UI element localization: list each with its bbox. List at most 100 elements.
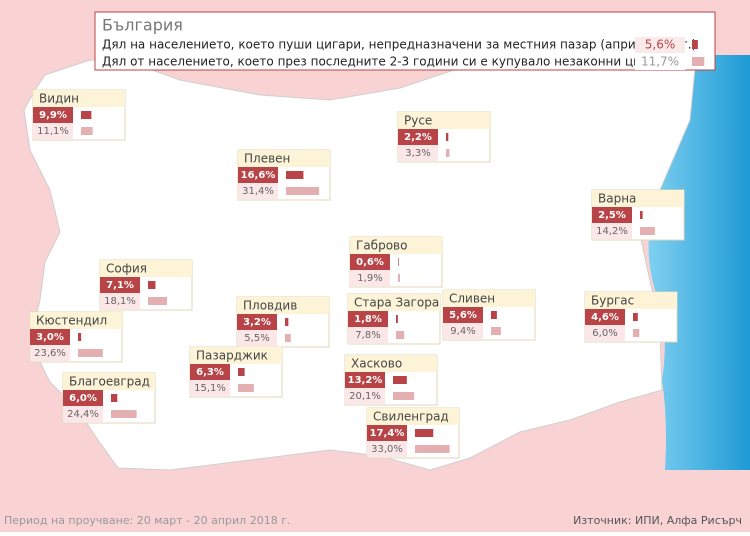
value-cell xyxy=(238,167,278,183)
region-header xyxy=(367,408,459,425)
legend-label: Дял на населението, което пуши цигари, н… xyxy=(102,38,696,52)
value-cell xyxy=(237,314,277,330)
value-label: 24,4% xyxy=(67,409,99,420)
region-name: Сливен xyxy=(449,292,495,306)
value-bar xyxy=(396,331,405,339)
region-name: Бургас xyxy=(591,294,634,308)
region-header xyxy=(238,150,330,167)
value-cell xyxy=(237,330,277,346)
region-name: Хасково xyxy=(351,357,402,371)
value-cell xyxy=(345,388,385,404)
region-name: Пловдив xyxy=(243,299,297,313)
value-label: 31,4% xyxy=(242,186,274,197)
region-header xyxy=(592,190,684,207)
value-label: 11,1% xyxy=(37,126,69,137)
region-name: Благоевград xyxy=(69,375,150,389)
value-cell xyxy=(33,107,73,123)
value-cell xyxy=(367,441,407,457)
value-label: 1,8% xyxy=(354,314,382,325)
value-cell xyxy=(100,293,140,309)
legend-value-cell xyxy=(635,54,685,70)
region-header xyxy=(443,290,535,307)
region-name: Кюстендил xyxy=(36,314,107,328)
value-bar xyxy=(633,313,638,321)
value-cell xyxy=(443,323,483,339)
value-bar xyxy=(238,384,254,392)
value-cell xyxy=(367,425,407,441)
legend-value-cell xyxy=(635,37,685,53)
value-label: 0,6% xyxy=(356,257,384,268)
value-bar xyxy=(398,274,400,282)
region-name: Видин xyxy=(39,92,79,106)
region-header xyxy=(348,294,440,311)
value-label: 33,0% xyxy=(371,444,403,455)
value-label: 6,0% xyxy=(69,393,97,404)
value-label: 20,1% xyxy=(349,391,381,402)
value-cell xyxy=(30,345,70,361)
region-name: Русе xyxy=(404,114,432,128)
value-bar xyxy=(491,311,497,319)
value-bar xyxy=(111,410,137,418)
region-header xyxy=(30,312,122,329)
region-name: Свиленград xyxy=(373,410,449,424)
value-label: 4,6% xyxy=(591,312,619,323)
region-header xyxy=(345,355,437,372)
value-label: 5,5% xyxy=(244,333,269,344)
value-cell xyxy=(592,223,632,239)
value-bar xyxy=(111,394,118,402)
value-cell xyxy=(585,325,625,341)
legend-label: Дял от населението, което през последнит… xyxy=(102,55,670,69)
value-bar xyxy=(491,327,501,335)
value-label: 17,4% xyxy=(370,428,405,439)
value-bar xyxy=(446,149,450,157)
value-label: 16,6% xyxy=(241,170,276,181)
value-cell xyxy=(348,311,388,327)
value-label: 6,0% xyxy=(592,328,617,339)
region-header xyxy=(398,112,490,129)
value-bar xyxy=(148,281,156,289)
value-bar xyxy=(398,258,399,266)
region-header xyxy=(190,347,282,364)
value-label: 7,8% xyxy=(355,330,380,341)
legend-value: 11,7% xyxy=(641,55,679,69)
region-name: София xyxy=(106,262,147,276)
region-name: Габрово xyxy=(356,239,407,253)
value-bar xyxy=(238,368,245,376)
value-bar xyxy=(640,211,643,219)
value-bar xyxy=(415,445,450,453)
value-bar xyxy=(285,334,291,342)
value-label: 2,5% xyxy=(598,210,626,221)
value-label: 18,1% xyxy=(104,296,136,307)
value-label: 1,9% xyxy=(357,273,382,284)
region-header xyxy=(33,90,125,107)
legend-bar xyxy=(692,40,698,49)
value-cell xyxy=(345,372,385,388)
region-name: Плевен xyxy=(244,152,290,166)
value-cell xyxy=(33,123,73,139)
value-bar xyxy=(393,376,407,384)
legend-box xyxy=(94,11,716,71)
value-bar xyxy=(78,333,82,341)
value-cell xyxy=(443,307,483,323)
region-header xyxy=(585,292,677,309)
value-label: 3,3% xyxy=(405,148,430,159)
value-cell xyxy=(190,364,230,380)
value-bar xyxy=(415,429,434,437)
value-bar xyxy=(81,127,93,135)
value-cell xyxy=(585,309,625,325)
value-label: 14,2% xyxy=(596,226,628,237)
value-cell xyxy=(398,129,438,145)
value-bar xyxy=(393,392,415,400)
value-bar xyxy=(78,349,103,357)
value-cell xyxy=(190,380,230,396)
value-label: 2,2% xyxy=(404,132,432,143)
value-label: 9,9% xyxy=(39,110,67,121)
value-cell xyxy=(350,254,390,270)
region-header xyxy=(63,373,155,390)
region-name: Стара Загора xyxy=(354,296,439,310)
region-name: Пазарджик xyxy=(196,349,268,363)
value-bar xyxy=(148,297,168,305)
region-header xyxy=(100,260,192,277)
